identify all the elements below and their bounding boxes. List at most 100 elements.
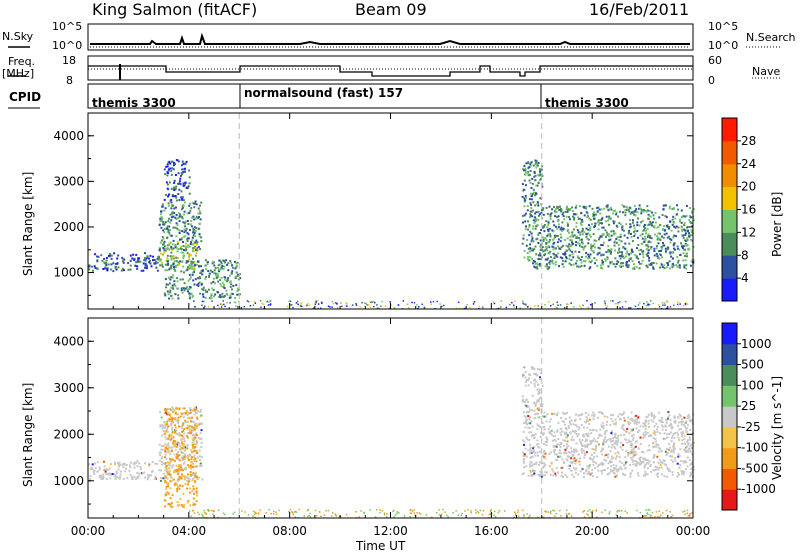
power-cell bbox=[582, 260, 585, 262]
power-cell bbox=[187, 279, 190, 282]
velocity-cell bbox=[128, 469, 131, 472]
power-cell bbox=[184, 246, 187, 249]
power-cell bbox=[601, 267, 604, 270]
velocity-cell bbox=[540, 475, 543, 478]
power-cell bbox=[568, 254, 571, 257]
velocity-cell bbox=[666, 433, 669, 436]
power-cell bbox=[169, 291, 172, 294]
velocity-cell bbox=[177, 469, 180, 472]
power-cell bbox=[596, 207, 599, 209]
velocity-noise-cell bbox=[208, 510, 210, 512]
velocity-cell bbox=[108, 472, 111, 475]
power-cell bbox=[536, 263, 539, 266]
power-cell bbox=[184, 287, 187, 290]
velocity-cell bbox=[632, 451, 635, 454]
velocity-noise-cell bbox=[636, 509, 638, 512]
power-cell bbox=[173, 186, 175, 189]
velocity-cell bbox=[622, 427, 625, 430]
power-cell bbox=[225, 289, 228, 292]
velocity-cell bbox=[620, 434, 623, 437]
colorbar-tick-label: 500 bbox=[741, 358, 764, 372]
velocity-cell bbox=[116, 476, 119, 479]
velocity-cell bbox=[183, 458, 186, 461]
power-cell bbox=[178, 248, 181, 251]
power-cell bbox=[173, 207, 176, 210]
power-cell bbox=[547, 230, 550, 233]
power-cell bbox=[614, 209, 617, 212]
velocity-cell bbox=[654, 438, 657, 440]
velocity-cell bbox=[575, 458, 578, 461]
power-cell bbox=[196, 243, 198, 246]
velocity-cell bbox=[687, 415, 689, 418]
velocity-cell bbox=[674, 421, 677, 424]
velocity-cell bbox=[172, 436, 175, 439]
y-tick-label: 4000 bbox=[53, 129, 84, 143]
velocity-cell bbox=[668, 424, 671, 427]
velocity-cell bbox=[573, 419, 576, 422]
power-cell bbox=[649, 235, 652, 238]
velocity-cell bbox=[612, 463, 615, 466]
velocity-cell bbox=[642, 461, 645, 464]
power-cell bbox=[133, 258, 136, 261]
power-cell bbox=[535, 160, 538, 163]
velocity-cell bbox=[619, 441, 622, 444]
power-cell bbox=[551, 238, 554, 241]
power-noise-cell bbox=[647, 302, 649, 305]
velocity-cell bbox=[161, 427, 164, 430]
velocity-cell bbox=[571, 429, 574, 432]
power-cell bbox=[640, 210, 643, 213]
velocity-cell bbox=[672, 444, 675, 447]
power-cell bbox=[94, 253, 97, 256]
power-cell bbox=[201, 288, 204, 291]
velocity-cell bbox=[164, 423, 167, 426]
power-cell bbox=[590, 246, 593, 249]
velocity-cell bbox=[609, 450, 612, 453]
power-cell bbox=[522, 169, 525, 172]
power-cell bbox=[134, 264, 137, 267]
power-cell bbox=[526, 172, 529, 174]
power-cell bbox=[184, 249, 187, 252]
velocity-cell bbox=[171, 426, 173, 429]
power-cell bbox=[649, 223, 652, 226]
power-cell bbox=[163, 209, 166, 212]
velocity-cell bbox=[573, 448, 576, 451]
power-cell bbox=[179, 183, 182, 186]
velocity-cell bbox=[610, 430, 613, 433]
velocity-cell bbox=[133, 463, 136, 466]
power-cell bbox=[185, 220, 188, 223]
power-cell bbox=[200, 265, 202, 268]
velocity-cell bbox=[532, 451, 535, 454]
power-cell bbox=[526, 252, 529, 254]
velocity-cell bbox=[619, 417, 621, 420]
power-cell bbox=[523, 249, 526, 252]
velocity-cell bbox=[527, 449, 530, 452]
velocity-cell bbox=[562, 476, 565, 478]
power-cell bbox=[219, 279, 222, 282]
power-noise-cell bbox=[346, 303, 348, 305]
velocity-cell bbox=[196, 425, 198, 428]
velocity-cell bbox=[572, 454, 575, 456]
velocity-cell bbox=[183, 476, 186, 479]
velocity-cell bbox=[588, 418, 591, 421]
power-cell bbox=[575, 221, 578, 224]
power-cell bbox=[176, 224, 179, 227]
velocity-cell bbox=[635, 414, 638, 417]
velocity-cell bbox=[525, 465, 528, 468]
velocity-cell bbox=[524, 381, 527, 384]
velocity-cell bbox=[646, 459, 649, 462]
velocity-cell bbox=[165, 408, 168, 411]
power-cell bbox=[626, 206, 629, 209]
power-cell bbox=[194, 234, 196, 237]
velocity-noise-cell bbox=[213, 510, 215, 513]
velocity-cell bbox=[188, 487, 191, 490]
velocity-cell bbox=[657, 472, 660, 475]
velocity-cell bbox=[537, 392, 540, 395]
power-cell bbox=[531, 257, 534, 260]
power-noise-cell bbox=[296, 300, 299, 303]
velocity-cell bbox=[691, 447, 693, 449]
velocity-cell bbox=[169, 497, 172, 500]
power-cell bbox=[686, 237, 689, 240]
velocity-noise-cell bbox=[396, 512, 398, 515]
power-cell bbox=[683, 248, 686, 251]
power-cell bbox=[121, 260, 124, 263]
